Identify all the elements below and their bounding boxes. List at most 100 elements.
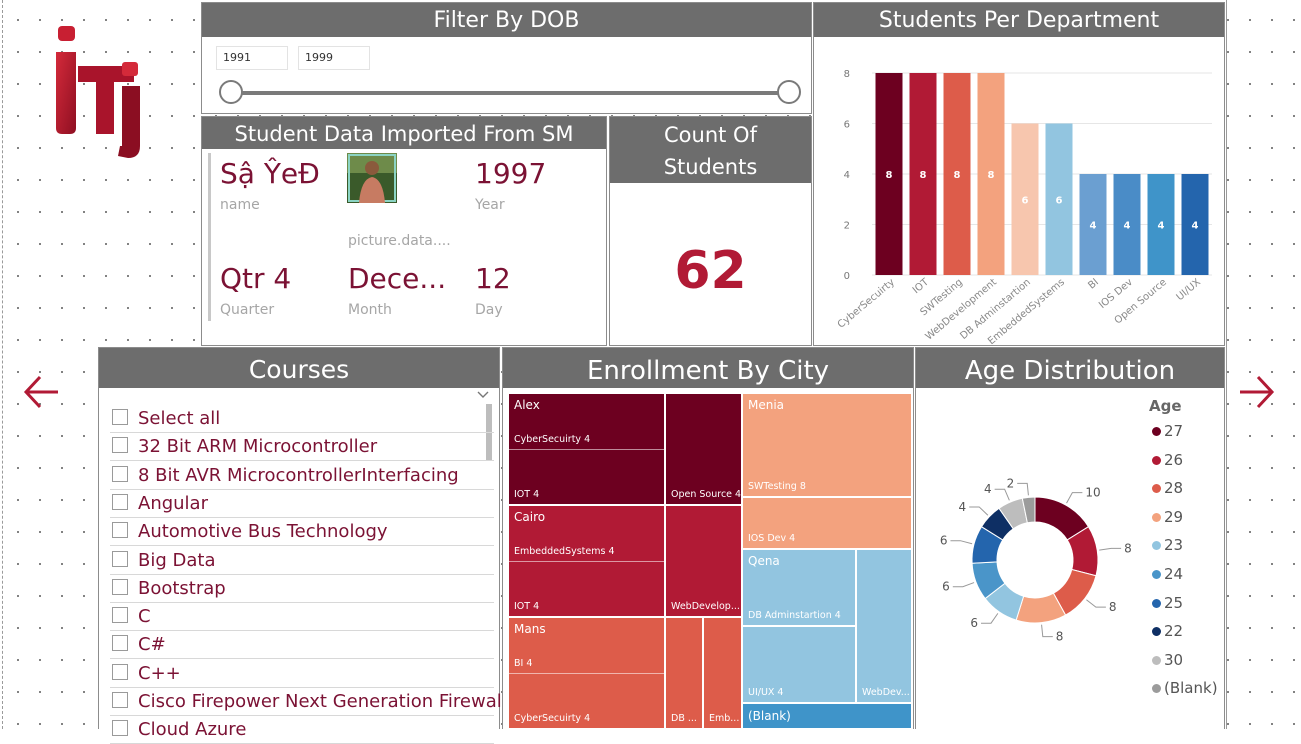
course-checkbox[interactable] [112, 663, 128, 680]
bar[interactable] [875, 73, 903, 275]
course-checkbox[interactable] [112, 635, 128, 652]
dob-to-input[interactable]: 1999 [298, 46, 370, 70]
donut-leader-line [1041, 624, 1053, 638]
legend-dot [1152, 570, 1161, 579]
treemap-cairo-iot: IOT 4 [514, 601, 540, 612]
treemap-mans-db[interactable]: DB ... [665, 617, 703, 729]
treemap-mans-emb[interactable]: Emb... [703, 617, 742, 729]
dob-slider-track[interactable] [231, 91, 789, 95]
canvas-left-edge [2, 0, 3, 729]
donut-leader-line [994, 488, 1010, 501]
bar-data-label: 8 [988, 170, 995, 181]
course-item[interactable]: Automotive Bus Technology [110, 519, 494, 547]
course-item[interactable]: 32 Bit ARM Microcontroller [110, 434, 494, 462]
previous-page-arrow-icon[interactable] [22, 373, 62, 411]
course-label: 8 Bit AVR MicrocontrollerInterfacing [138, 464, 459, 486]
count-of-students-value: 62 [674, 241, 747, 301]
bar-data-label: 8 [954, 170, 961, 181]
y-tick-label: 8 [844, 69, 850, 80]
course-item[interactable]: Bootstrap [110, 576, 494, 603]
y-tick-label: 6 [844, 120, 850, 131]
bar[interactable] [1181, 174, 1209, 275]
course-checkbox[interactable] [112, 465, 128, 482]
bar-data-label: 4 [1090, 221, 1097, 232]
legend-label: 30 [1164, 650, 1184, 669]
course-item[interactable]: Cisco Firepower Next Generation Firewall [110, 689, 507, 716]
dob-from-input[interactable]: 1991 [216, 46, 288, 70]
students-per-department-title: Students Per Department [814, 3, 1224, 37]
bar[interactable] [1079, 174, 1107, 275]
bar[interactable] [1147, 174, 1175, 275]
treemap-city-label-menia: Menia [748, 398, 785, 412]
course-item[interactable]: 8 Bit AVR MicrocontrollerInterfacing [110, 463, 494, 490]
course-checkbox[interactable] [112, 607, 128, 624]
legend-dot [1152, 541, 1161, 551]
course-item[interactable]: C++ [110, 661, 494, 688]
treemap-qena-group[interactable]: Qena DB Adminstartion 4 [742, 549, 856, 626]
dob-slider-max-handle[interactable] [777, 80, 801, 104]
treemap-qena-webdev[interactable]: WebDev... [856, 549, 912, 703]
age-distribution-title: Age Distribution [916, 348, 1224, 388]
course-checkbox[interactable] [112, 522, 128, 539]
donut-leader-line [952, 582, 975, 588]
course-label: Automotive Bus Technology [138, 521, 388, 543]
treemap-cairo-group[interactable]: Cairo EmbeddedSystems 4 IOT 4 [508, 505, 665, 617]
courses-dropdown-chevron-icon[interactable] [476, 390, 490, 400]
dob-slider-min-handle[interactable] [219, 80, 243, 104]
legend-label: 28 [1164, 479, 1184, 498]
legend-label: (Blank) [1164, 679, 1218, 698]
legend-dot [1152, 484, 1161, 494]
treemap-qena-db: DB Adminstartion 4 [748, 610, 841, 621]
donut-data-label: 8 [1109, 600, 1117, 614]
donut-data-label: 6 [940, 534, 948, 548]
bar[interactable] [1113, 174, 1141, 275]
course-checkbox[interactable] [112, 692, 128, 708]
treemap-mans-group[interactable]: Mans BI 4 CyberSecuirty 4 [508, 617, 665, 729]
bar[interactable] [977, 73, 1005, 275]
course-select-all[interactable]: Select all [110, 406, 494, 433]
course-checkbox[interactable] [112, 550, 128, 567]
student-name-value: Sậ ŶeĐ [220, 157, 320, 190]
month-value: Dece... [348, 262, 447, 295]
bar[interactable] [909, 73, 937, 275]
course-item[interactable]: Angular [110, 491, 494, 518]
course-checkbox[interactable] [112, 437, 128, 454]
course-checkbox[interactable] [112, 493, 128, 510]
bar[interactable] [943, 73, 971, 275]
course-label: C# [138, 634, 166, 656]
course-checkbox[interactable] [112, 720, 128, 737]
x-category-label: IOT [911, 276, 932, 296]
treemap-qena-uiux[interactable]: UI/UX 4 [742, 626, 856, 703]
legend-dot [1152, 598, 1161, 608]
treemap-qena-uiux-label: UI/UX 4 [748, 687, 784, 698]
student-photo [347, 153, 397, 203]
bar[interactable] [1045, 123, 1073, 276]
donut-data-label: 2 [1007, 476, 1015, 490]
bar[interactable] [1011, 123, 1039, 276]
course-item[interactable]: C [110, 604, 494, 632]
bar-data-label: 4 [1192, 221, 1199, 232]
course-item[interactable]: C# [110, 632, 494, 660]
treemap-city-label-qena: Qena [748, 554, 780, 568]
legend-label: 24 [1164, 565, 1184, 583]
course-checkbox[interactable] [112, 409, 128, 425]
treemap-alex-group[interactable]: Alex CyberSecuirty 4 IOT 4 [508, 393, 665, 505]
students-per-department-chart: 024688CyberSecuirty8IOT8SWTesting8WebDev… [836, 69, 1212, 345]
treemap-cairo-webdev[interactable]: WebDevelop... [665, 505, 742, 617]
picture-data-label: picture.data.... [348, 233, 451, 249]
donut-slice[interactable] [1021, 496, 1036, 524]
age-distribution-donut-chart: 10 8 8 8 6 6 6 4 4 2 [940, 476, 1132, 643]
count-of-students-title: Count Of Students [610, 117, 811, 183]
course-item[interactable]: Big Data [110, 548, 494, 575]
donut-data-label: 6 [970, 616, 978, 630]
course-checkbox[interactable] [112, 578, 128, 595]
legend-dot [1152, 627, 1161, 637]
treemap-alex-open-source[interactable]: Open Source 4 [665, 393, 742, 505]
treemap-blank-group[interactable]: (Blank) [742, 703, 912, 729]
treemap-menia-iosdev[interactable]: IOS Dev 4 [742, 497, 912, 549]
next-page-arrow-icon[interactable] [1236, 373, 1276, 411]
treemap-menia-group[interactable]: Menia SWTesting 8 [742, 393, 912, 497]
treemap-city-label-cairo: Cairo [514, 510, 546, 524]
donut-data-label: 4 [984, 482, 992, 496]
course-item[interactable]: Cloud Azure [110, 717, 494, 744]
